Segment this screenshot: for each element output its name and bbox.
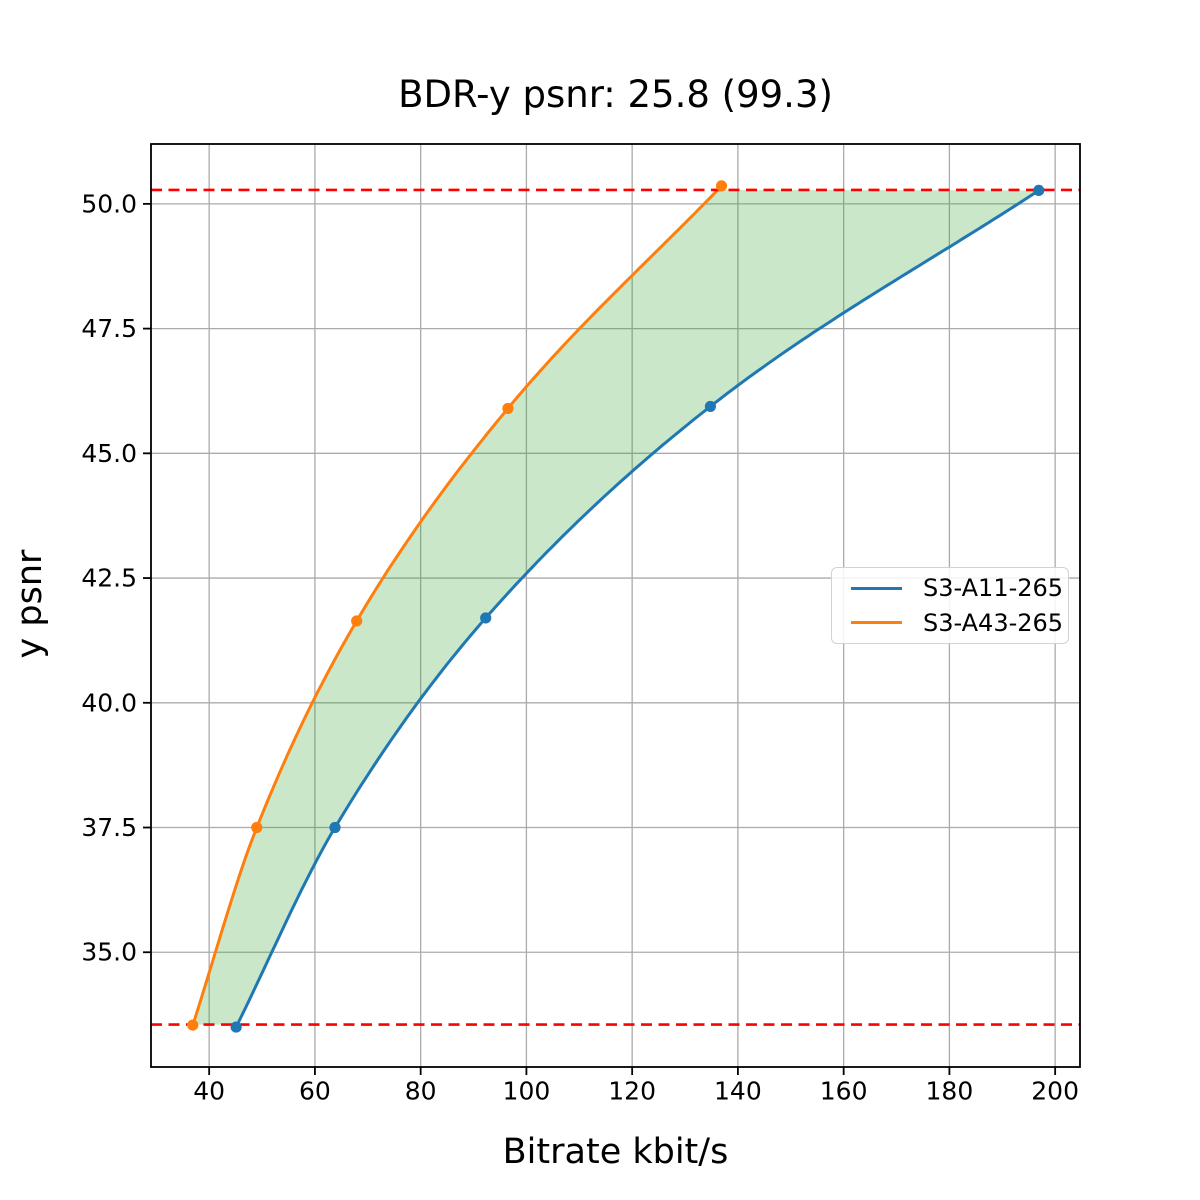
x-tick-label: 40 <box>193 1076 225 1105</box>
legend-line-swatch <box>851 621 902 625</box>
data-point-S3-A43-265 <box>715 180 728 192</box>
y-axis-label: y psnr <box>10 549 50 659</box>
bd-area-fill <box>192 189 1039 1025</box>
y-tick-label: 37.5 <box>81 813 137 842</box>
data-point-S3-A43-265 <box>187 1019 199 1031</box>
series-line-S3-A43-265 <box>191 184 723 1026</box>
data-point-S3-A11-265 <box>480 612 492 624</box>
axes-spines <box>150 143 1081 1068</box>
y-tick-label: 50.0 <box>81 189 137 218</box>
y-tick-label: 40.0 <box>81 688 137 717</box>
legend-line-swatch <box>851 586 902 590</box>
data-point-S3-A11-265 <box>1033 184 1045 196</box>
data-point-S3-A11-265 <box>329 821 341 834</box>
legend-item: S3-A11-265 <box>842 574 1063 602</box>
y-tick-label: 35.0 <box>81 938 137 967</box>
x-tick-label: 80 <box>405 1076 437 1105</box>
data-point-S3-A43-265 <box>351 615 363 627</box>
x-tick-label: 120 <box>608 1076 656 1105</box>
legend: S3-A11-265 S3-A43-265 <box>831 567 1069 644</box>
data-point-S3-A43-265 <box>251 821 263 834</box>
x-tick-label: 180 <box>926 1076 974 1105</box>
series-line-S3-A11-265 <box>234 189 1040 1028</box>
legend-item: S3-A43-265 <box>842 609 1063 637</box>
y-tick-label: 47.5 <box>81 314 137 343</box>
y-tick-label: 42.5 <box>81 564 137 593</box>
data-point-S3-A11-265 <box>704 400 717 413</box>
data-point-S3-A43-265 <box>502 402 514 415</box>
x-tick-label: 140 <box>714 1076 762 1105</box>
x-tick-label: 100 <box>503 1076 551 1105</box>
x-tick-label: 60 <box>299 1076 331 1105</box>
chart-title: BDR-y psnr: 25.8 (99.3) <box>398 73 833 116</box>
x-tick-label: 200 <box>1031 1076 1079 1105</box>
legend-item-label: S3-A11-265 <box>923 574 1064 603</box>
legend-item-label: S3-A43-265 <box>923 608 1064 637</box>
x-axis-label: Bitrate kbit/s <box>502 1132 729 1172</box>
x-tick-label: 160 <box>820 1076 868 1105</box>
y-tick-label: 45.0 <box>81 439 137 468</box>
data-point-S3-A11-265 <box>230 1021 242 1033</box>
